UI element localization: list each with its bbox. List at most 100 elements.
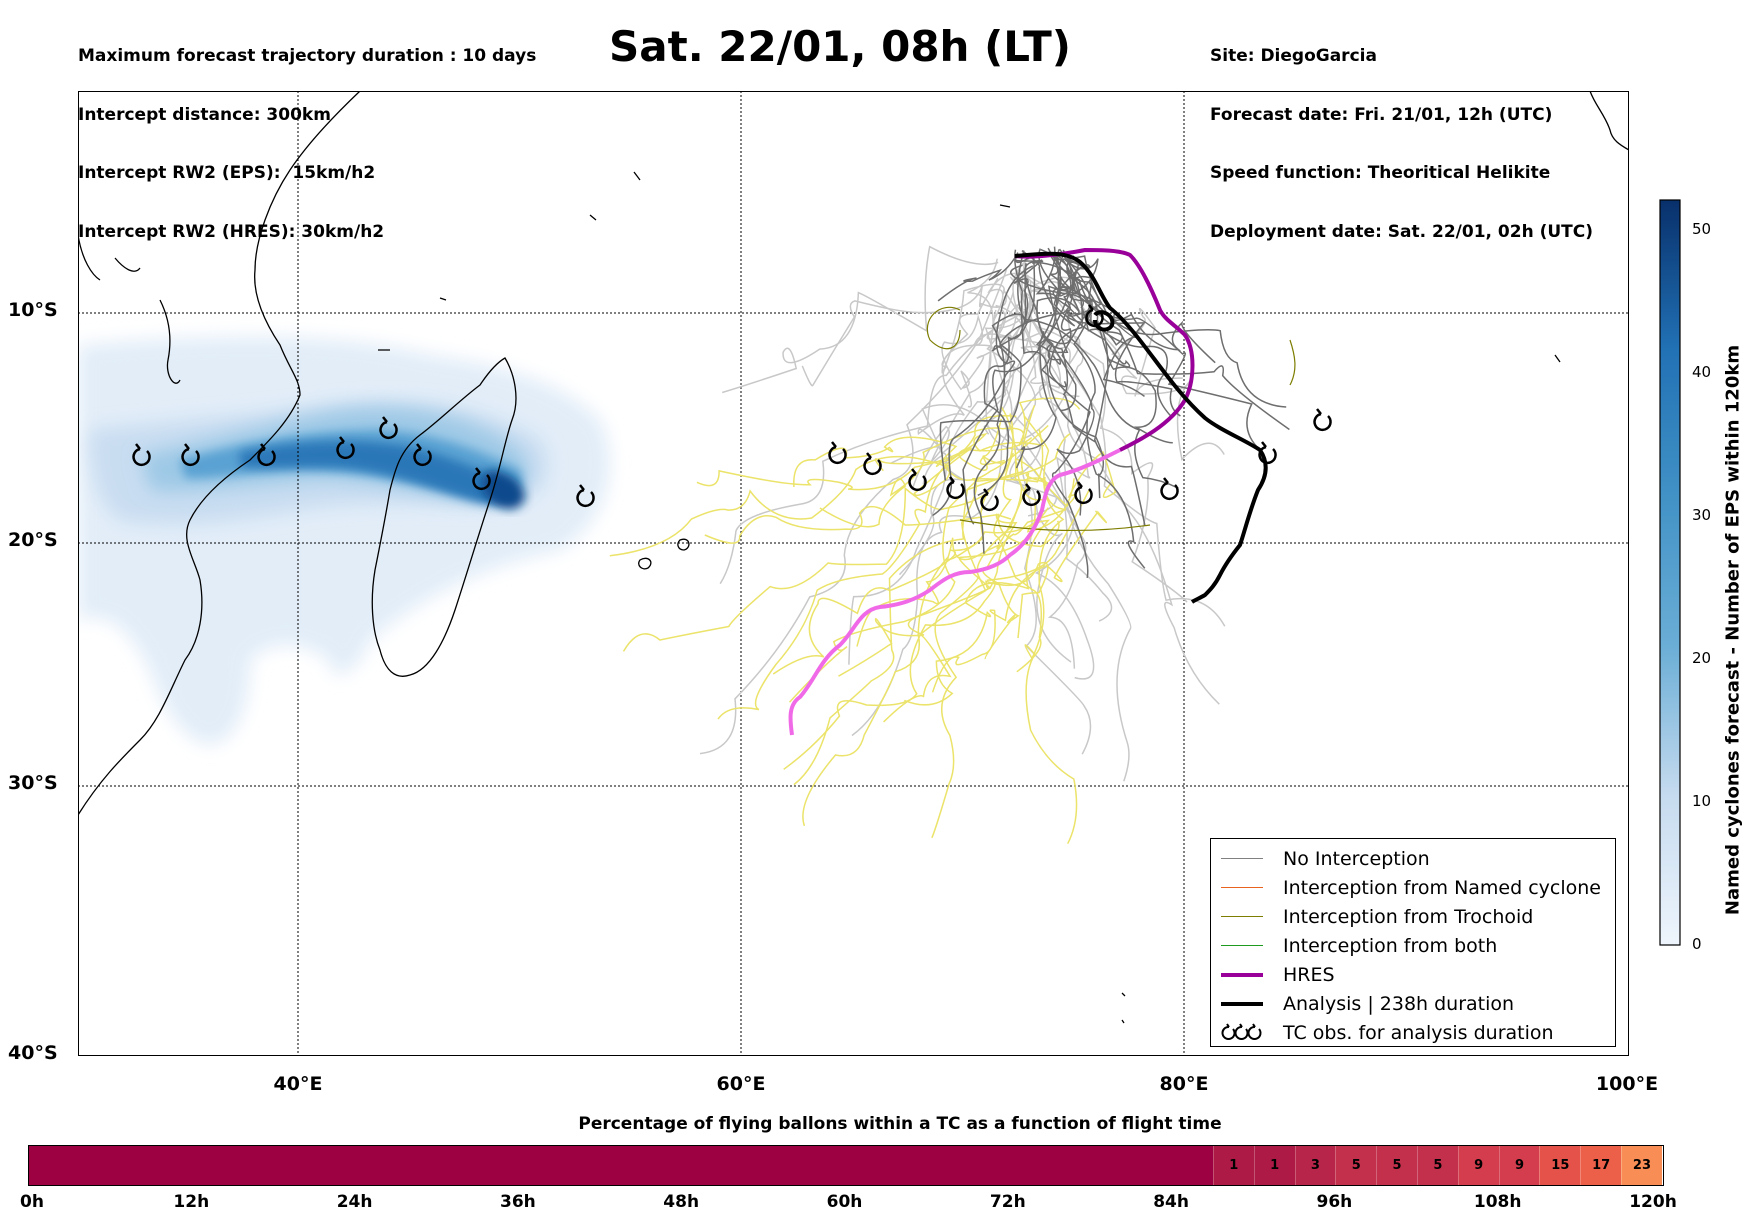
time-bar-tick: 24h: [336, 1192, 373, 1212]
time-bar-cell: 9: [1457, 1146, 1499, 1185]
cyclone-density-field: [78, 336, 610, 745]
trajectory-light: [1016, 272, 1225, 461]
tc-obs-symbol: [257, 443, 276, 467]
time-bar-tick: 72h: [989, 1192, 1026, 1212]
trajectory-light: [890, 277, 999, 465]
legend-item-no-interception: No Interception: [1221, 844, 1615, 873]
analysis-trajectory: [1014, 251, 1268, 604]
legend-swatch: [1221, 887, 1263, 888]
trajectory-dark: [937, 252, 1033, 302]
trajectory-yellow: [717, 437, 1033, 720]
trajectory-yellow: [874, 447, 1005, 497]
legend-swatch: [1221, 858, 1263, 859]
hres-trajectory: [1014, 247, 1195, 452]
tc-obs-symbol: [336, 436, 355, 460]
legend-item-tc-obs: TC obs. for analysis duration: [1221, 1018, 1615, 1047]
tc-obs-symbol: [828, 441, 847, 465]
header-left-line: Intercept RW2 (EPS): 15km/h2: [78, 163, 376, 183]
colorbar-tick: 30: [1692, 506, 1712, 524]
time-bar-cell: 1: [1253, 1146, 1295, 1185]
trajectory-light: [719, 256, 1033, 585]
trajectory-light: [721, 245, 999, 394]
trajectory-light: [699, 268, 1008, 755]
trajectory-yellow: [838, 501, 1036, 677]
legend-swatch: [1221, 972, 1263, 977]
trajectory-dark: [1023, 260, 1097, 443]
trajectory-dark: [1066, 255, 1146, 526]
time-bar-cell: 9: [1498, 1146, 1540, 1185]
trajectory-dark: [977, 254, 1036, 496]
trajectory-dark: [1057, 252, 1181, 417]
legend-label: Interception from Trochoid: [1283, 905, 1534, 928]
time-bar-tick: 36h: [500, 1192, 536, 1212]
legend-item-trochoid: Interception from Trochoid: [1221, 902, 1615, 931]
map-frame: [78, 91, 1629, 1056]
legend-item-hres: HRES: [1221, 960, 1615, 989]
trajectory-dark: [1024, 263, 1179, 489]
legend-label: Interception from both: [1283, 934, 1498, 957]
tc-obs-symbol: [472, 467, 491, 491]
map-title: Sat. 22/01, 08h (LT): [609, 22, 1071, 71]
time-bar-cell: 1: [1212, 1146, 1254, 1185]
trajectory-dark: [1056, 255, 1095, 516]
header-left-line: Maximum forecast trajectory duration : 1…: [78, 46, 537, 66]
colorbar-tick: 50: [1692, 220, 1712, 238]
tc-obs-symbol: [863, 452, 882, 476]
trajectory-dark: [1067, 261, 1146, 569]
map-legend: No Interception Interception from Named …: [1210, 838, 1616, 1047]
legend-label: Interception from Named cyclone: [1283, 876, 1601, 899]
time-bar-tick: 12h: [173, 1192, 210, 1212]
time-bar-cell: 23: [1621, 1146, 1662, 1185]
lon-label-80e: 80°E: [1159, 1073, 1209, 1095]
legend-item-named-cyclone: Interception from Named cyclone: [1221, 873, 1615, 902]
trajectory-dark: [939, 251, 1074, 481]
trajectory-dark: [1048, 248, 1091, 579]
trajectory-yellow: [819, 397, 1081, 528]
time-bar-cell: 15: [1539, 1146, 1581, 1185]
time-bar-tick: 48h: [663, 1192, 700, 1212]
header-right-line: Site: DiegoGarcia: [1210, 46, 1377, 66]
colorbar-tick: 0: [1692, 935, 1702, 953]
trajectory-dark: [1032, 262, 1290, 431]
no-interception-trajectories-dark: [932, 246, 1290, 579]
time-bar-tick: 120h: [1629, 1192, 1677, 1212]
header-right-line: Forecast date: Fri. 21/01, 12h (UTC): [1210, 104, 1553, 125]
colorbar-label: Named cyclones forecast - Number of EPS …: [1722, 344, 1744, 916]
trajectory-light: [801, 285, 1007, 387]
coastline: [78, 91, 1629, 1024]
tc-obs-symbol: [908, 468, 927, 492]
trajectory-dark: [1036, 265, 1080, 365]
lon-label-40e: 40°E: [273, 1073, 323, 1095]
time-bar-tick: 60h: [826, 1192, 863, 1212]
header-info-left: Maximum forecast trajectory duration : 1…: [78, 8, 536, 262]
trajectory-yellow: [793, 405, 1036, 786]
time-bar-tick: 108h: [1473, 1192, 1522, 1212]
lon-label-100e: 100°E: [1595, 1073, 1659, 1095]
header-left-line: Intercept distance: 300km: [78, 104, 331, 125]
trajectory-light: [1023, 308, 1113, 622]
time-bar-cell: 17: [1580, 1146, 1622, 1185]
tc-obs-symbol: [1074, 481, 1093, 505]
tc-obs-symbol: [413, 443, 432, 467]
trajectory-yellow: [1023, 415, 1078, 845]
tc-obs-symbol: [181, 443, 200, 467]
time-bar-cell: 5: [1335, 1146, 1377, 1185]
legend-swatch: [1221, 1001, 1263, 1006]
tc-obs-symbol: [1313, 408, 1332, 432]
cyclone-symbol-icon: [1221, 1022, 1262, 1040]
lat-label-30s: 30°S: [8, 772, 58, 794]
lat-label-20s: 20°S: [8, 529, 58, 551]
legend-label: TC obs. for analysis duration: [1283, 1021, 1554, 1044]
trajectory-yellow: [793, 415, 1017, 488]
trajectory-light: [911, 283, 1005, 489]
trajectory-light: [851, 296, 1032, 737]
legend-label: HRES: [1283, 963, 1335, 986]
time-percentage-bar: 1 1 3 5 5 5 9 9 15 17 23: [28, 1145, 1664, 1186]
time-bar-cell: 5: [1416, 1146, 1458, 1185]
legend-swatch: [1221, 945, 1263, 946]
trochoid-interception-trajectories: [926, 306, 1296, 532]
tc-obs-symbol: [576, 484, 595, 508]
colorbar-tick: 10: [1692, 792, 1712, 810]
trajectory-yellow: [982, 418, 1042, 673]
